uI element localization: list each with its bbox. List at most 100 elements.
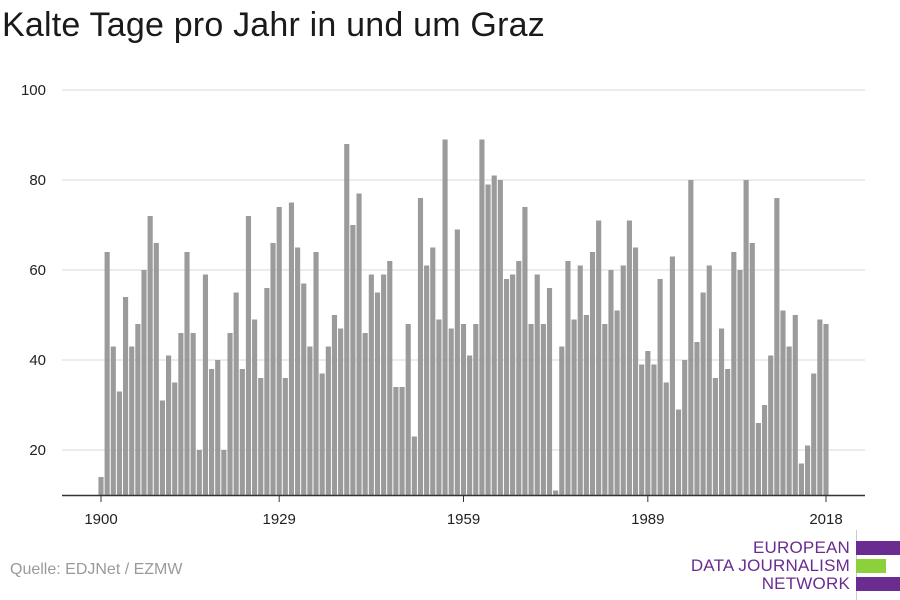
bar-1982 <box>602 324 608 495</box>
bar-1926 <box>258 378 264 495</box>
bar-1931 <box>288 202 295 495</box>
bar-1970 <box>528 324 534 495</box>
bar-1984 <box>614 310 620 495</box>
chart-title: Kalte Tage pro Jahr in und um Graz <box>2 6 545 44</box>
bar-2008 <box>761 405 768 495</box>
bar-1914 <box>184 252 190 495</box>
bar-1980 <box>589 252 596 495</box>
bar-1947 <box>387 261 393 495</box>
bar-1949 <box>399 387 405 495</box>
bar-1933 <box>301 283 307 495</box>
bar-1913 <box>178 333 184 495</box>
bar-1971 <box>534 274 540 495</box>
bar-1938 <box>331 315 338 495</box>
bar-1987 <box>632 247 639 495</box>
logo-line-3: NETWORK <box>761 574 850 593</box>
bar-1995 <box>682 360 688 495</box>
bar-1929 <box>276 207 282 495</box>
bar-1957 <box>448 328 454 495</box>
edjnet-logo: EUROPEAN DATA JOURNALISM NETWORK <box>691 530 900 600</box>
bar-1943 <box>362 333 368 495</box>
bar-2014 <box>798 463 804 495</box>
bar-1937 <box>325 346 331 495</box>
bar-1903 <box>116 391 122 495</box>
bar-2018 <box>823 324 829 495</box>
bar-2004 <box>737 270 743 495</box>
bar-1994 <box>675 409 682 495</box>
bar-1920 <box>221 450 227 495</box>
logo-line-2: DATA JOURNALISM <box>690 556 850 575</box>
bar-1966 <box>503 279 510 495</box>
bar-1981 <box>596 220 602 495</box>
bar-1959 <box>460 324 467 495</box>
logo-bar-purple-top <box>856 541 900 555</box>
bar-1975 <box>559 346 565 495</box>
bar-1969 <box>522 207 528 495</box>
bar-2015 <box>805 445 811 495</box>
bar-1942 <box>356 193 362 495</box>
bar-1997 <box>694 342 700 495</box>
bar-1932 <box>295 247 301 495</box>
x-tick-label-1900: 1900 <box>84 511 117 528</box>
logo-bar-purple-bottom <box>856 577 900 591</box>
bar-1960 <box>467 355 473 495</box>
bar-2002 <box>725 369 731 495</box>
bar-1979 <box>583 315 589 495</box>
y-tick-label-100: 100 <box>21 82 46 99</box>
bar-2005 <box>743 180 749 495</box>
bar-1948 <box>393 387 399 495</box>
bar-1939 <box>338 328 344 495</box>
y-tick-label-20: 20 <box>29 442 46 459</box>
bar-1944 <box>368 274 374 495</box>
x-tick-label-1929: 1929 <box>262 511 295 528</box>
bar-1992 <box>663 382 669 495</box>
bar-2013 <box>792 315 798 495</box>
y-tick-label-60: 60 <box>29 262 46 279</box>
logo-bar-green <box>856 559 886 573</box>
bar-1985 <box>620 265 626 495</box>
bar-1922 <box>233 292 239 495</box>
bars <box>98 139 829 495</box>
bar-1955 <box>436 319 442 495</box>
bar-1962 <box>479 139 485 495</box>
bar-1990 <box>651 364 657 495</box>
bar-1936 <box>319 373 325 495</box>
bar-2007 <box>755 423 761 495</box>
x-tick-label-1959: 1959 <box>447 511 480 528</box>
bar-2006 <box>749 243 755 495</box>
bar-1930 <box>282 378 288 495</box>
bar-1927 <box>264 288 270 495</box>
bar-1907 <box>141 270 147 495</box>
bar-1989 <box>645 351 651 495</box>
y-tick-label-80: 80 <box>29 172 46 189</box>
bar-1991 <box>657 279 663 495</box>
bar-1940 <box>344 144 350 495</box>
source-note: Quelle: EDJNet / EZMW <box>10 561 183 578</box>
logo-line-1: EUROPEAN <box>752 538 850 557</box>
bar-1901 <box>104 252 110 495</box>
bar-1946 <box>381 274 387 495</box>
bar-2017 <box>817 319 823 495</box>
bar-1978 <box>577 265 583 495</box>
bar-2010 <box>774 198 780 495</box>
bar-1963 <box>485 184 491 495</box>
bar-1912 <box>172 382 178 495</box>
bar-1951 <box>411 436 417 495</box>
bar-1968 <box>516 261 522 495</box>
bar-1919 <box>215 360 221 495</box>
bar-1918 <box>209 369 215 495</box>
bar-1900 <box>98 477 104 495</box>
bar-1928 <box>270 243 276 495</box>
bar-1935 <box>313 252 319 495</box>
bar-2012 <box>786 346 792 495</box>
x-tick-labels: 1900 1929 1959 1989 2018 <box>84 495 843 528</box>
bar-1945 <box>374 292 381 495</box>
bar-1952 <box>417 198 424 495</box>
bar-2016 <box>811 373 817 495</box>
bar-1908 <box>147 216 153 495</box>
bar-1909 <box>153 243 159 495</box>
bar-1921 <box>227 333 233 495</box>
bar-1956 <box>442 139 448 495</box>
bar-1988 <box>639 364 645 495</box>
